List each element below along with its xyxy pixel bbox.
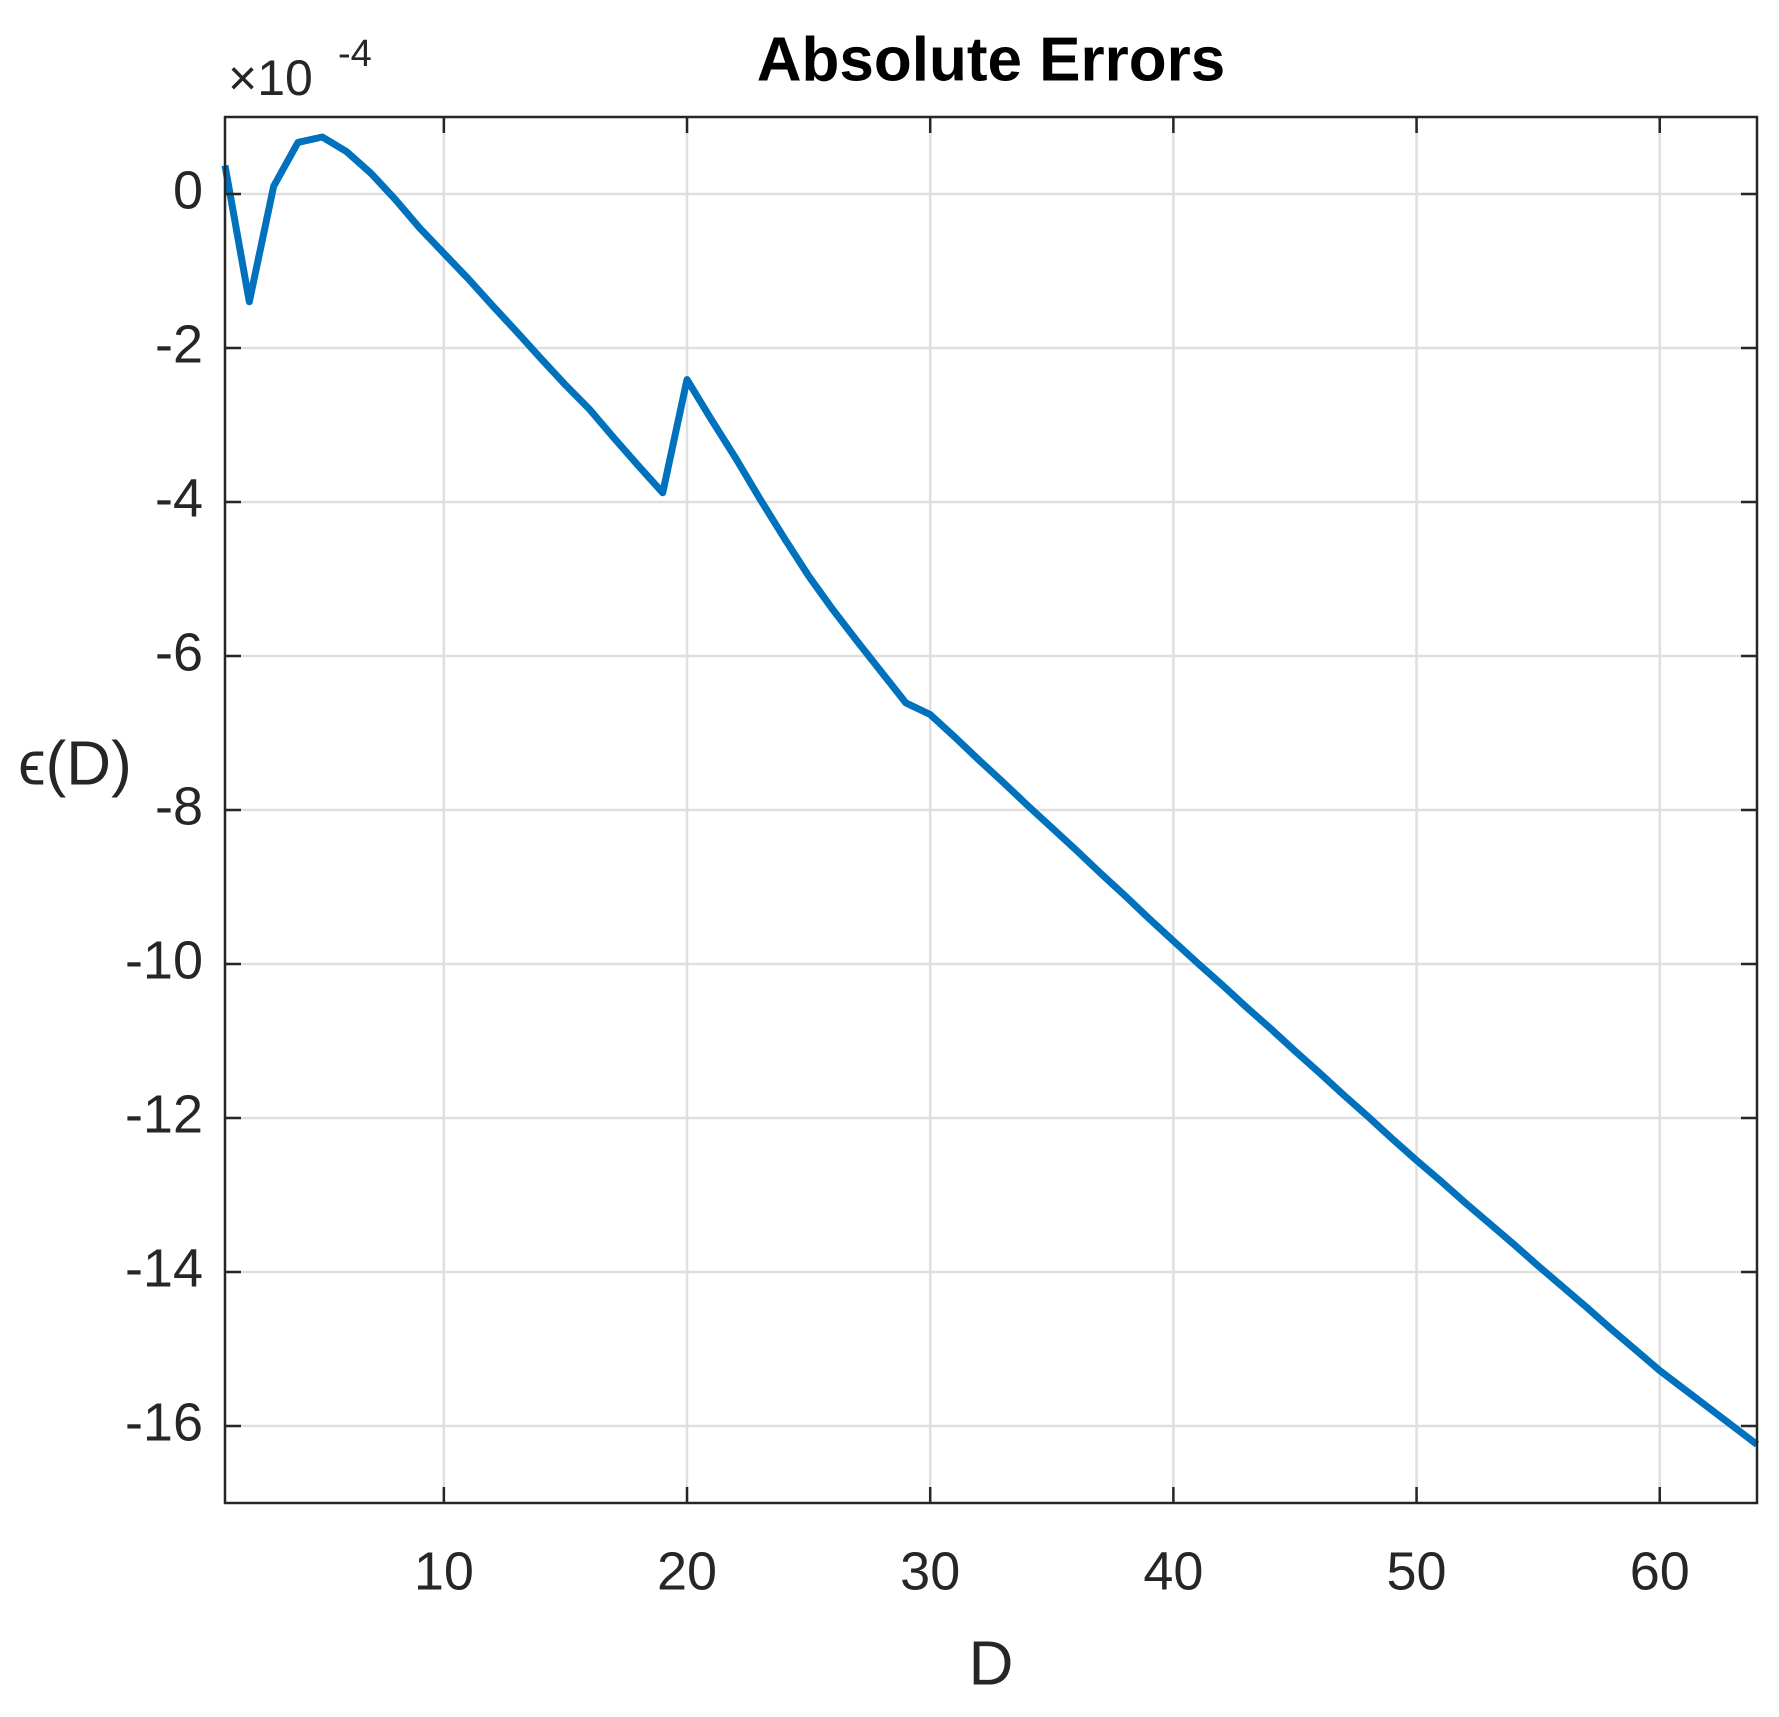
- y-tick-label: -14: [125, 1238, 203, 1298]
- data-line: [221, 133, 1760, 1448]
- y-tick-label: -2: [155, 314, 203, 374]
- plot-area: [221, 133, 1760, 1448]
- y-tick-label: 0: [173, 160, 203, 220]
- x-tick-label: 40: [1143, 1541, 1203, 1601]
- y-tick-label: -16: [125, 1392, 203, 1452]
- grid: [225, 117, 1757, 1503]
- y-tick-label: -6: [155, 622, 203, 682]
- x-tick-label: 20: [657, 1541, 717, 1601]
- x-tick-label: 10: [414, 1541, 474, 1601]
- x-tick-label: 60: [1630, 1541, 1690, 1601]
- x-tick-label: 50: [1387, 1541, 1447, 1601]
- y-multiplier: ×10: [228, 50, 313, 106]
- y-exponent: -4: [338, 33, 372, 75]
- x-axis-label: D: [969, 1629, 1014, 1698]
- y-tick-label: -8: [155, 776, 203, 836]
- y-tick-label: -12: [125, 1084, 203, 1144]
- chart-title: Absolute Errors: [757, 25, 1226, 94]
- y-tick-label: -4: [155, 468, 203, 528]
- y-axis-label: ϵ(D): [18, 729, 131, 798]
- tick-labels: -16 -14 -12 -10 -8 -6 -4 -2 0 10 20 30 40 50 60: [125, 117, 1757, 1601]
- x-tick-label: 30: [900, 1541, 960, 1601]
- y-tick-label: -10: [125, 930, 203, 990]
